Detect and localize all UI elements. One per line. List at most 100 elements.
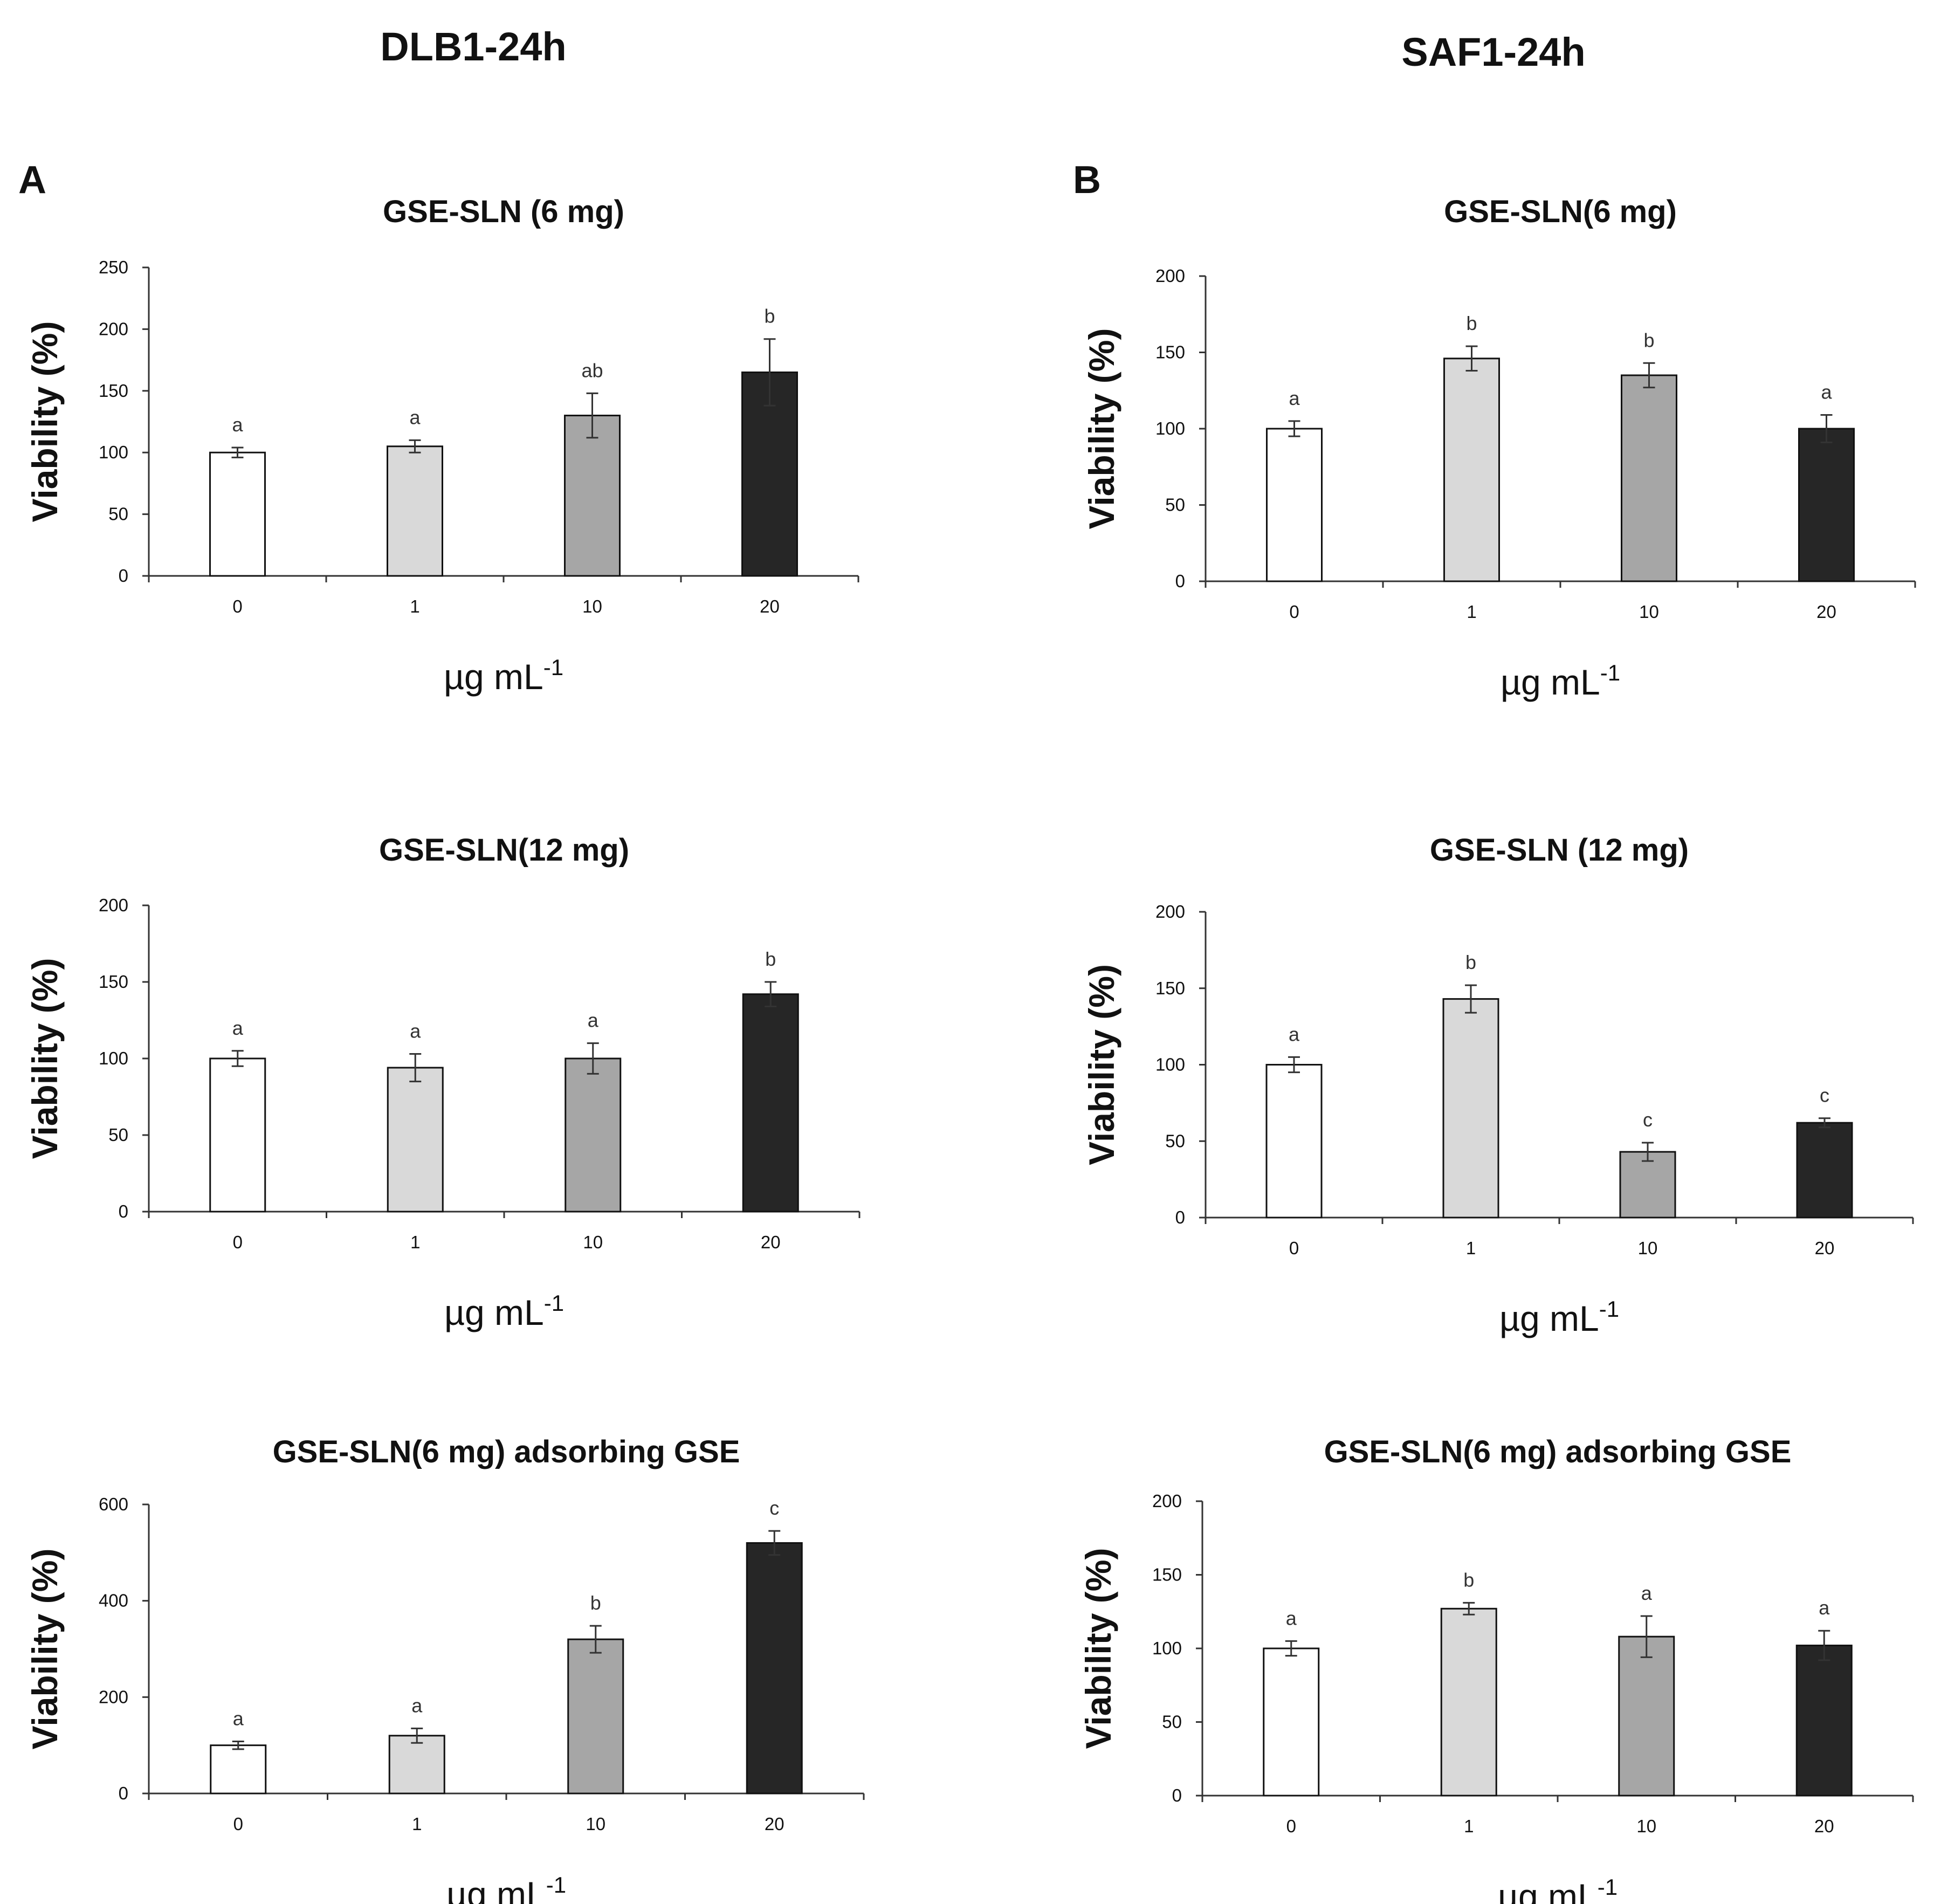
chart-title: GSE-SLN(6 mg) adsorbing GSE (273, 1434, 740, 1469)
y-axis-label: Viability (%) (1078, 1548, 1118, 1749)
y-tick-label: 200 (1155, 266, 1185, 286)
significance-label: a (409, 406, 421, 428)
significance-label: a (232, 414, 243, 436)
y-tick-label: 0 (1172, 1785, 1182, 1805)
y-tick-label: 50 (1165, 1131, 1185, 1151)
y-tick-label: 50 (108, 504, 128, 524)
significance-label: a (1821, 381, 1832, 403)
x-tick-label: 0 (233, 1232, 243, 1252)
significance-label: b (1463, 1569, 1474, 1591)
x-tick-label: 0 (1289, 1238, 1299, 1258)
x-tick-label: 0 (233, 1814, 243, 1834)
y-axis-label: Viability (%) (1082, 964, 1121, 1165)
y-tick-label: 0 (119, 1783, 128, 1803)
bar (387, 1067, 444, 1213)
bar (1263, 1647, 1320, 1797)
bar (567, 1638, 624, 1795)
column-title-saf1: SAF1-24h (1401, 30, 1585, 74)
y-tick-label: 0 (119, 1201, 128, 1221)
significance-label: a (1819, 1597, 1830, 1619)
y-tick-label: 50 (1162, 1712, 1182, 1732)
significance-label: b (765, 948, 776, 970)
x-tick-label: 20 (1815, 1238, 1835, 1258)
y-tick-label: 400 (99, 1591, 128, 1611)
x-tick-label: 10 (1639, 602, 1659, 622)
significance-label: b (1465, 951, 1476, 973)
x-tick-label: 1 (410, 1232, 420, 1252)
x-tick-label: 10 (1638, 1238, 1658, 1258)
column-title-dlb1: DLB1-24h (380, 24, 566, 69)
bar (1621, 374, 1677, 582)
significance-label: a (1286, 1607, 1297, 1629)
x-tick-label: 1 (1467, 602, 1476, 622)
x-tick-label: 20 (761, 1232, 781, 1252)
y-axis-label: Viability (%) (1082, 328, 1121, 530)
bar (742, 993, 799, 1213)
significance-label: a (411, 1694, 423, 1716)
x-tick-label: 10 (586, 1814, 605, 1834)
x-axis-label-unit: µg mL (446, 1874, 546, 1904)
chart-1: GSE-SLN (6 mg) 0 50 100 150 200 250 a 0 a 1 ab 10 b 20… (25, 194, 859, 697)
y-tick-label: 100 (99, 1048, 128, 1068)
x-axis-label: µg mL-1 (1499, 1296, 1619, 1338)
y-tick-label: 50 (108, 1125, 128, 1145)
y-tick-label: 150 (1152, 1565, 1182, 1585)
chart-6: GSE-SLN(6 mg) adsorbing GSE050100150200a… (1078, 1434, 1914, 1904)
x-axis-label: µg mL-1 (1498, 1874, 1618, 1904)
significance-label: c (1643, 1109, 1653, 1131)
x-axis-label-unit: µg mL (1501, 662, 1600, 702)
y-tick-label: 250 (99, 257, 128, 277)
x-axis-label-exponent: -1 (544, 1290, 564, 1316)
significance-label: b (764, 305, 775, 327)
y-axis-label: Viability (%) (25, 958, 65, 1159)
bar (387, 445, 443, 577)
significance-label: a (232, 1017, 244, 1039)
y-tick-label: 200 (99, 319, 128, 339)
chart-title: GSE-SLN (12 mg) (1430, 833, 1689, 868)
bar (1265, 1064, 1323, 1219)
y-tick-label: 150 (1155, 342, 1185, 362)
x-axis-label-unit: µg mL (444, 657, 543, 697)
y-tick-label: 0 (119, 566, 128, 586)
panel-letter-b: B (1073, 159, 1101, 202)
y-tick-label: 100 (1155, 1055, 1185, 1075)
y-tick-label: 100 (1152, 1638, 1182, 1658)
bar (746, 1542, 803, 1795)
bar (1798, 428, 1855, 582)
x-tick-label: 0 (232, 596, 242, 616)
y-axis-label: Viability (%) (25, 1549, 65, 1750)
significance-label: b (590, 1592, 601, 1614)
bar (1443, 358, 1500, 582)
chart-title: GSE-SLN(12 mg) (379, 833, 629, 868)
x-tick-label: 1 (410, 596, 419, 616)
charts-group: GSE-SLN (6 mg)050100150200250a0a1ab10b20… (25, 194, 1916, 1904)
y-tick-label: 100 (1155, 418, 1185, 438)
significance-label: ab (581, 359, 603, 381)
chart-5: GSE-SLN (12 mg) 0 50 100 150 200 a 0 b 1 c 10 c 20 Via… (1082, 833, 1914, 1338)
x-axis-label-exponent: -1 (1598, 1874, 1618, 1900)
y-tick-label: 150 (99, 972, 128, 992)
y-tick-label: 200 (1152, 1491, 1182, 1511)
x-tick-label: 0 (1289, 602, 1299, 622)
significance-label: a (1289, 1023, 1300, 1045)
bar (1619, 1151, 1676, 1219)
x-axis-label: µg mL-1 (444, 1290, 564, 1332)
y-tick-label: 0 (1175, 571, 1185, 591)
bar (388, 1735, 445, 1795)
x-tick-label: 1 (1464, 1816, 1474, 1836)
x-axis-label: µg mL-1 (444, 655, 563, 697)
y-tick-label: 200 (1155, 902, 1185, 922)
bar (1618, 1635, 1675, 1797)
bar (1795, 1645, 1853, 1797)
x-tick-label: 10 (583, 1232, 603, 1252)
significance-label: b (1466, 312, 1477, 334)
x-axis-label-exponent: -1 (543, 655, 563, 680)
x-axis-label-exponent: -1 (1600, 660, 1620, 685)
x-axis-label-exponent: -1 (1599, 1296, 1619, 1322)
x-tick-label: 1 (1466, 1238, 1476, 1258)
y-tick-label: 200 (99, 1687, 128, 1707)
x-tick-label: 0 (1286, 1816, 1296, 1836)
chart-3: GSE-SLN(6 mg) adsorbing GSE 0 200 400 600 a 0 a… (25, 1434, 865, 1904)
x-tick-label: 10 (1636, 1816, 1656, 1836)
